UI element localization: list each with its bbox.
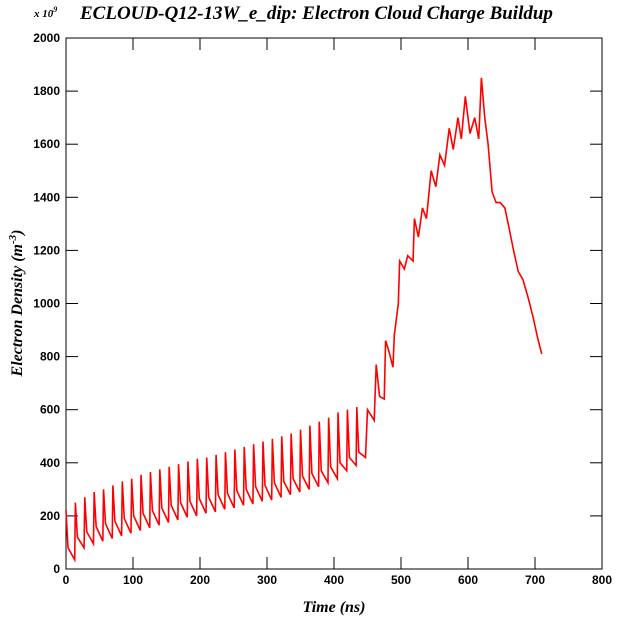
data-line [65,77,543,563]
multiplier-exponent: 9 [53,5,57,14]
y-tick-label: 1800 [33,84,60,98]
y-tick-label: 1200 [33,243,60,257]
y-axis-label-text: Electron Density (m [9,244,26,377]
y-tick-label: 200 [40,509,60,523]
x-tick-label: 300 [257,573,277,587]
x-tick-label: 200 [190,573,210,587]
plot-frame [65,37,603,570]
x-tick-label: 100 [123,573,143,587]
x-tick-label: 800 [592,573,612,587]
x-tick-label: 700 [525,573,545,587]
multiplier: x 109 [33,5,57,20]
multiplier-base: x 10 [33,8,54,20]
x-tick-label: 600 [458,573,478,587]
x-axis-label: Time (ns) [303,599,366,616]
y-tick-label: 400 [40,456,60,470]
y-tick-label: 1000 [33,297,60,311]
y-axis-label-end: ) [9,230,26,237]
y-tick-label: 0 [53,562,60,576]
y-tick-label: 600 [40,403,60,417]
y-tick-label: 800 [40,350,60,364]
y-axis-label-exponent: -3 [7,234,19,244]
y-tick-label: 2000 [33,31,60,45]
x-tick-label: 400 [324,573,344,587]
y-tick-label: 1400 [33,190,60,204]
y-axis-label: Electron Density (m-3) [7,230,26,378]
x-tick-label: 500 [391,573,411,587]
y-tick-label: 1600 [33,137,60,151]
chart-title: ECLOUD-Q12-13W_e_dip: Electron Cloud Cha… [79,3,553,24]
x-tick-label: 0 [63,573,70,587]
